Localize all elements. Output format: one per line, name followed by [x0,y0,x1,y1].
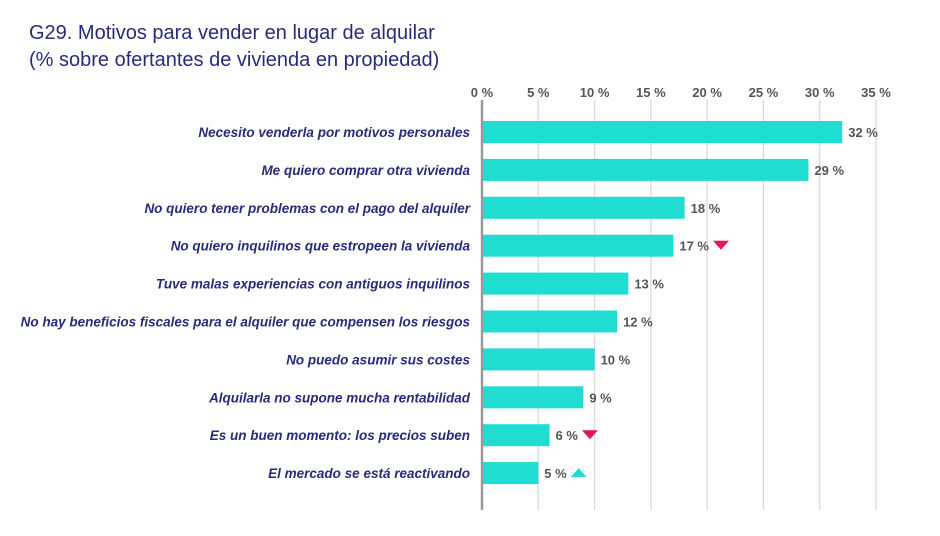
tick-label: 10 % [580,85,610,100]
data-label: 29 % [814,163,844,178]
data-label: 5 % [544,466,567,481]
tick-label: 0 % [471,85,494,100]
data-label: 12 % [623,315,653,330]
category-label: No quiero tener problemas con el pago de… [144,201,470,216]
bar [482,158,809,181]
category-label: Me quiero comprar otra vivienda [261,163,470,178]
data-label: 9 % [589,390,612,405]
data-label: 10 % [601,352,631,367]
category-label: Alquilarla no supone mucha rentabilidad [208,390,471,405]
bar [482,424,550,447]
tick-label: 15 % [636,85,666,100]
tick-label: 30 % [805,85,835,100]
bar [482,196,685,219]
bar [482,272,629,295]
bar [482,234,674,257]
data-label: 17 % [679,239,709,254]
bar [482,121,843,143]
category-label: Es un buen momento: los precios suben [210,428,470,443]
tick-label: 25 % [749,85,779,100]
category-label: No quiero inquilinos que estropeen la vi… [171,239,471,254]
trend-down-icon [581,430,598,440]
tick-label: 5 % [527,85,550,100]
chart-title: G29. Motivos para vender en lugar de alq… [29,20,439,74]
category-label: No puedo asumir sus costes [286,352,470,367]
tick-label: 35 % [861,85,891,100]
trend-down-icon [713,240,730,250]
data-label: 32 % [848,125,878,140]
bar [482,348,595,371]
trend-up-icon [570,468,587,478]
data-label: 18 % [691,201,721,216]
category-label: No hay beneficios fiscales para el alqui… [21,315,471,330]
bar [482,310,618,333]
category-label: El mercado se está reactivando [268,466,470,481]
bar [482,462,539,485]
title: G29. Motivos para vender en lugar de alq… [29,22,435,44]
category-label: Tuve malas experiencias con antiguos inq… [156,277,471,292]
data-label: 13 % [634,277,664,292]
bar [482,386,584,409]
subtitle: (% sobre ofertantes de vivienda en propi… [29,49,440,71]
category-label: Necesito venderla por motivos personales [198,125,470,140]
tick-label: 20 % [692,85,722,100]
data-label: 6 % [556,428,579,443]
